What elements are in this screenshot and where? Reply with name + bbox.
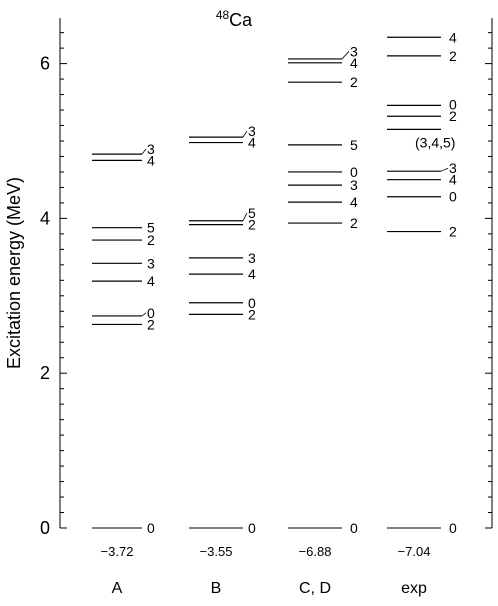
spin-label: 2: [248, 306, 256, 322]
y-tick-label: 2: [40, 363, 50, 383]
column-label: C, D: [299, 580, 331, 597]
title-mass-number: 48: [216, 8, 230, 22]
spin-label: 2: [147, 232, 155, 248]
spin-label: 5: [350, 137, 358, 153]
column-label: exp: [401, 580, 427, 597]
spin-label: 2: [350, 215, 358, 231]
y-tick-label: 4: [40, 208, 50, 228]
spin-label: 3: [449, 160, 457, 176]
spin-label: 0: [248, 520, 256, 536]
chart-title: 48Ca: [216, 8, 253, 30]
column-label: A: [112, 580, 123, 597]
spin-label: 2: [449, 108, 457, 124]
ground-state-energy: −3.55: [200, 544, 233, 559]
spin-label: 0: [248, 295, 256, 311]
label-connector: [341, 51, 350, 60]
levels-layer: [92, 36, 449, 529]
spin-label: 3: [350, 43, 358, 59]
spin-label: 0: [449, 189, 457, 205]
label-connector: [440, 167, 449, 172]
label-connector: [141, 148, 147, 155]
ground-state-energy: −7.04: [398, 544, 431, 559]
spin-label: 2: [248, 217, 256, 233]
title-element: Ca: [229, 10, 253, 30]
spin-label: 5: [248, 205, 256, 221]
spin-label: (3,4,5): [415, 134, 455, 150]
spin-label: 4: [350, 55, 358, 71]
plot-frame: [59, 18, 493, 528]
spin-label: 3: [248, 123, 256, 139]
spin-label: 3: [248, 250, 256, 266]
spin-label: 3: [147, 141, 155, 157]
spin-label: 2: [449, 48, 457, 64]
spin-label: 3: [350, 177, 358, 193]
label-connector: [242, 212, 248, 221]
spin-label: 4: [449, 172, 457, 188]
label-connector: [242, 130, 248, 138]
spin-label: 0: [350, 164, 358, 180]
y-tick-label: 6: [40, 54, 50, 74]
ground-state-energy: −6.88: [299, 544, 332, 559]
spin-label: 4: [449, 29, 457, 45]
y-tick-label: 0: [40, 518, 50, 538]
spin-label: 2: [449, 224, 457, 240]
labels-layer: 020432543−3.72A020432543−3.55B024305243−…: [101, 29, 457, 597]
column-label: B: [211, 580, 222, 597]
spin-label: 2: [147, 316, 155, 332]
spin-label: 0: [449, 97, 457, 113]
ground-state-energy: −3.72: [101, 544, 134, 559]
spin-label: 4: [350, 194, 358, 210]
spin-label: 4: [147, 273, 155, 289]
spin-label: 0: [147, 520, 155, 536]
label-connector: [141, 312, 147, 317]
spin-label: 0: [449, 520, 457, 536]
spin-label: 4: [147, 152, 155, 168]
y-axis-label: Excitation energy (MeV): [4, 177, 24, 369]
spin-label: 4: [248, 266, 256, 282]
spin-label: 2: [350, 74, 358, 90]
spin-label: 5: [147, 220, 155, 236]
spin-label: 3: [147, 255, 155, 271]
spin-label: 0: [350, 520, 358, 536]
spin-label: 0: [147, 305, 155, 321]
spin-label: 4: [248, 135, 256, 151]
